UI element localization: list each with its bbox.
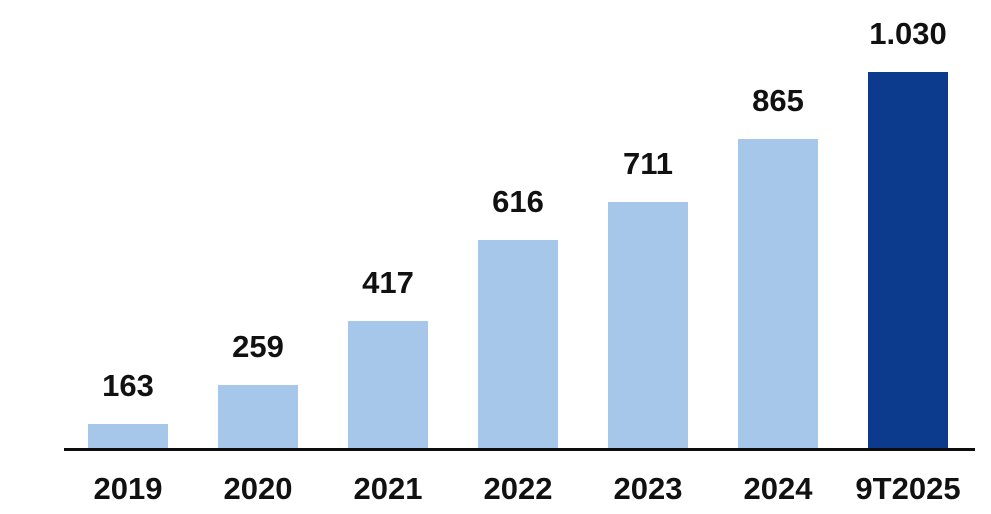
x-tick-label-2020: 2020 <box>223 471 293 506</box>
bar-2023 <box>608 202 688 448</box>
value-label-9T2025: 1.030 <box>869 16 947 51</box>
value-label-2022: 616 <box>492 184 544 219</box>
bar-2021 <box>348 321 428 448</box>
value-label-2020: 259 <box>232 329 284 364</box>
x-tick-label-2024: 2024 <box>743 471 813 506</box>
bar-2022 <box>478 240 558 448</box>
bar-9T2025 <box>868 72 948 448</box>
x-tick-label-2021: 2021 <box>353 471 423 506</box>
x-tick-label-2019: 2019 <box>93 471 163 506</box>
value-label-2023: 711 <box>622 146 673 181</box>
value-label-2019: 163 <box>102 368 154 403</box>
value-label-2024: 865 <box>752 83 804 118</box>
x-axis-line <box>64 448 975 451</box>
x-tick-label-9T2025: 9T2025 <box>855 471 961 506</box>
bar-2019 <box>88 424 168 448</box>
bar-2020 <box>218 385 298 448</box>
x-tick-label-2022: 2022 <box>483 471 553 506</box>
value-label-2021: 417 <box>362 265 414 300</box>
x-tick-label-2023: 2023 <box>613 471 683 506</box>
bar-2024 <box>738 139 818 448</box>
